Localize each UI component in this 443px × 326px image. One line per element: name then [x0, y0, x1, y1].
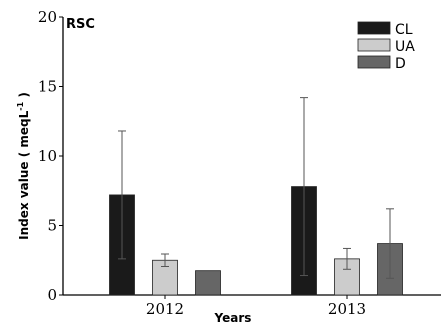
- error-bars: [118, 97, 394, 279]
- legend-swatch-cl: [357, 21, 391, 35]
- y-axis-label-superscript: -1: [16, 101, 25, 110]
- legend-label-ua: UA: [395, 39, 415, 55]
- tick-labels: 0 5 10 15 20 2012 2013: [38, 8, 366, 318]
- bars: [109, 186, 403, 296]
- y-axis-label-suffix: ): [17, 92, 31, 102]
- y-tick-label: 15: [38, 78, 57, 96]
- panel-label: RSC: [66, 17, 95, 32]
- legend-swatch-ua: [357, 38, 391, 52]
- y-axis-label: Index value ( meqL-1 ): [16, 92, 31, 240]
- legend-label-d: D: [395, 56, 406, 72]
- x-tick-label: 2013: [328, 300, 366, 318]
- y-tick-label: 10: [38, 147, 57, 165]
- y-tick-label: 20: [38, 8, 57, 26]
- bar-d-2012: [195, 270, 221, 296]
- x-tick-label: 2012: [146, 300, 184, 318]
- x-axis-label: Years: [214, 311, 252, 325]
- y-tick-label: 5: [47, 217, 57, 235]
- y-tick-label: 0: [47, 286, 57, 304]
- y-axis-label-main: Index value ( meqL: [17, 110, 31, 239]
- legend-label-cl: CL: [395, 22, 413, 38]
- legend-swatch-d: [357, 55, 391, 69]
